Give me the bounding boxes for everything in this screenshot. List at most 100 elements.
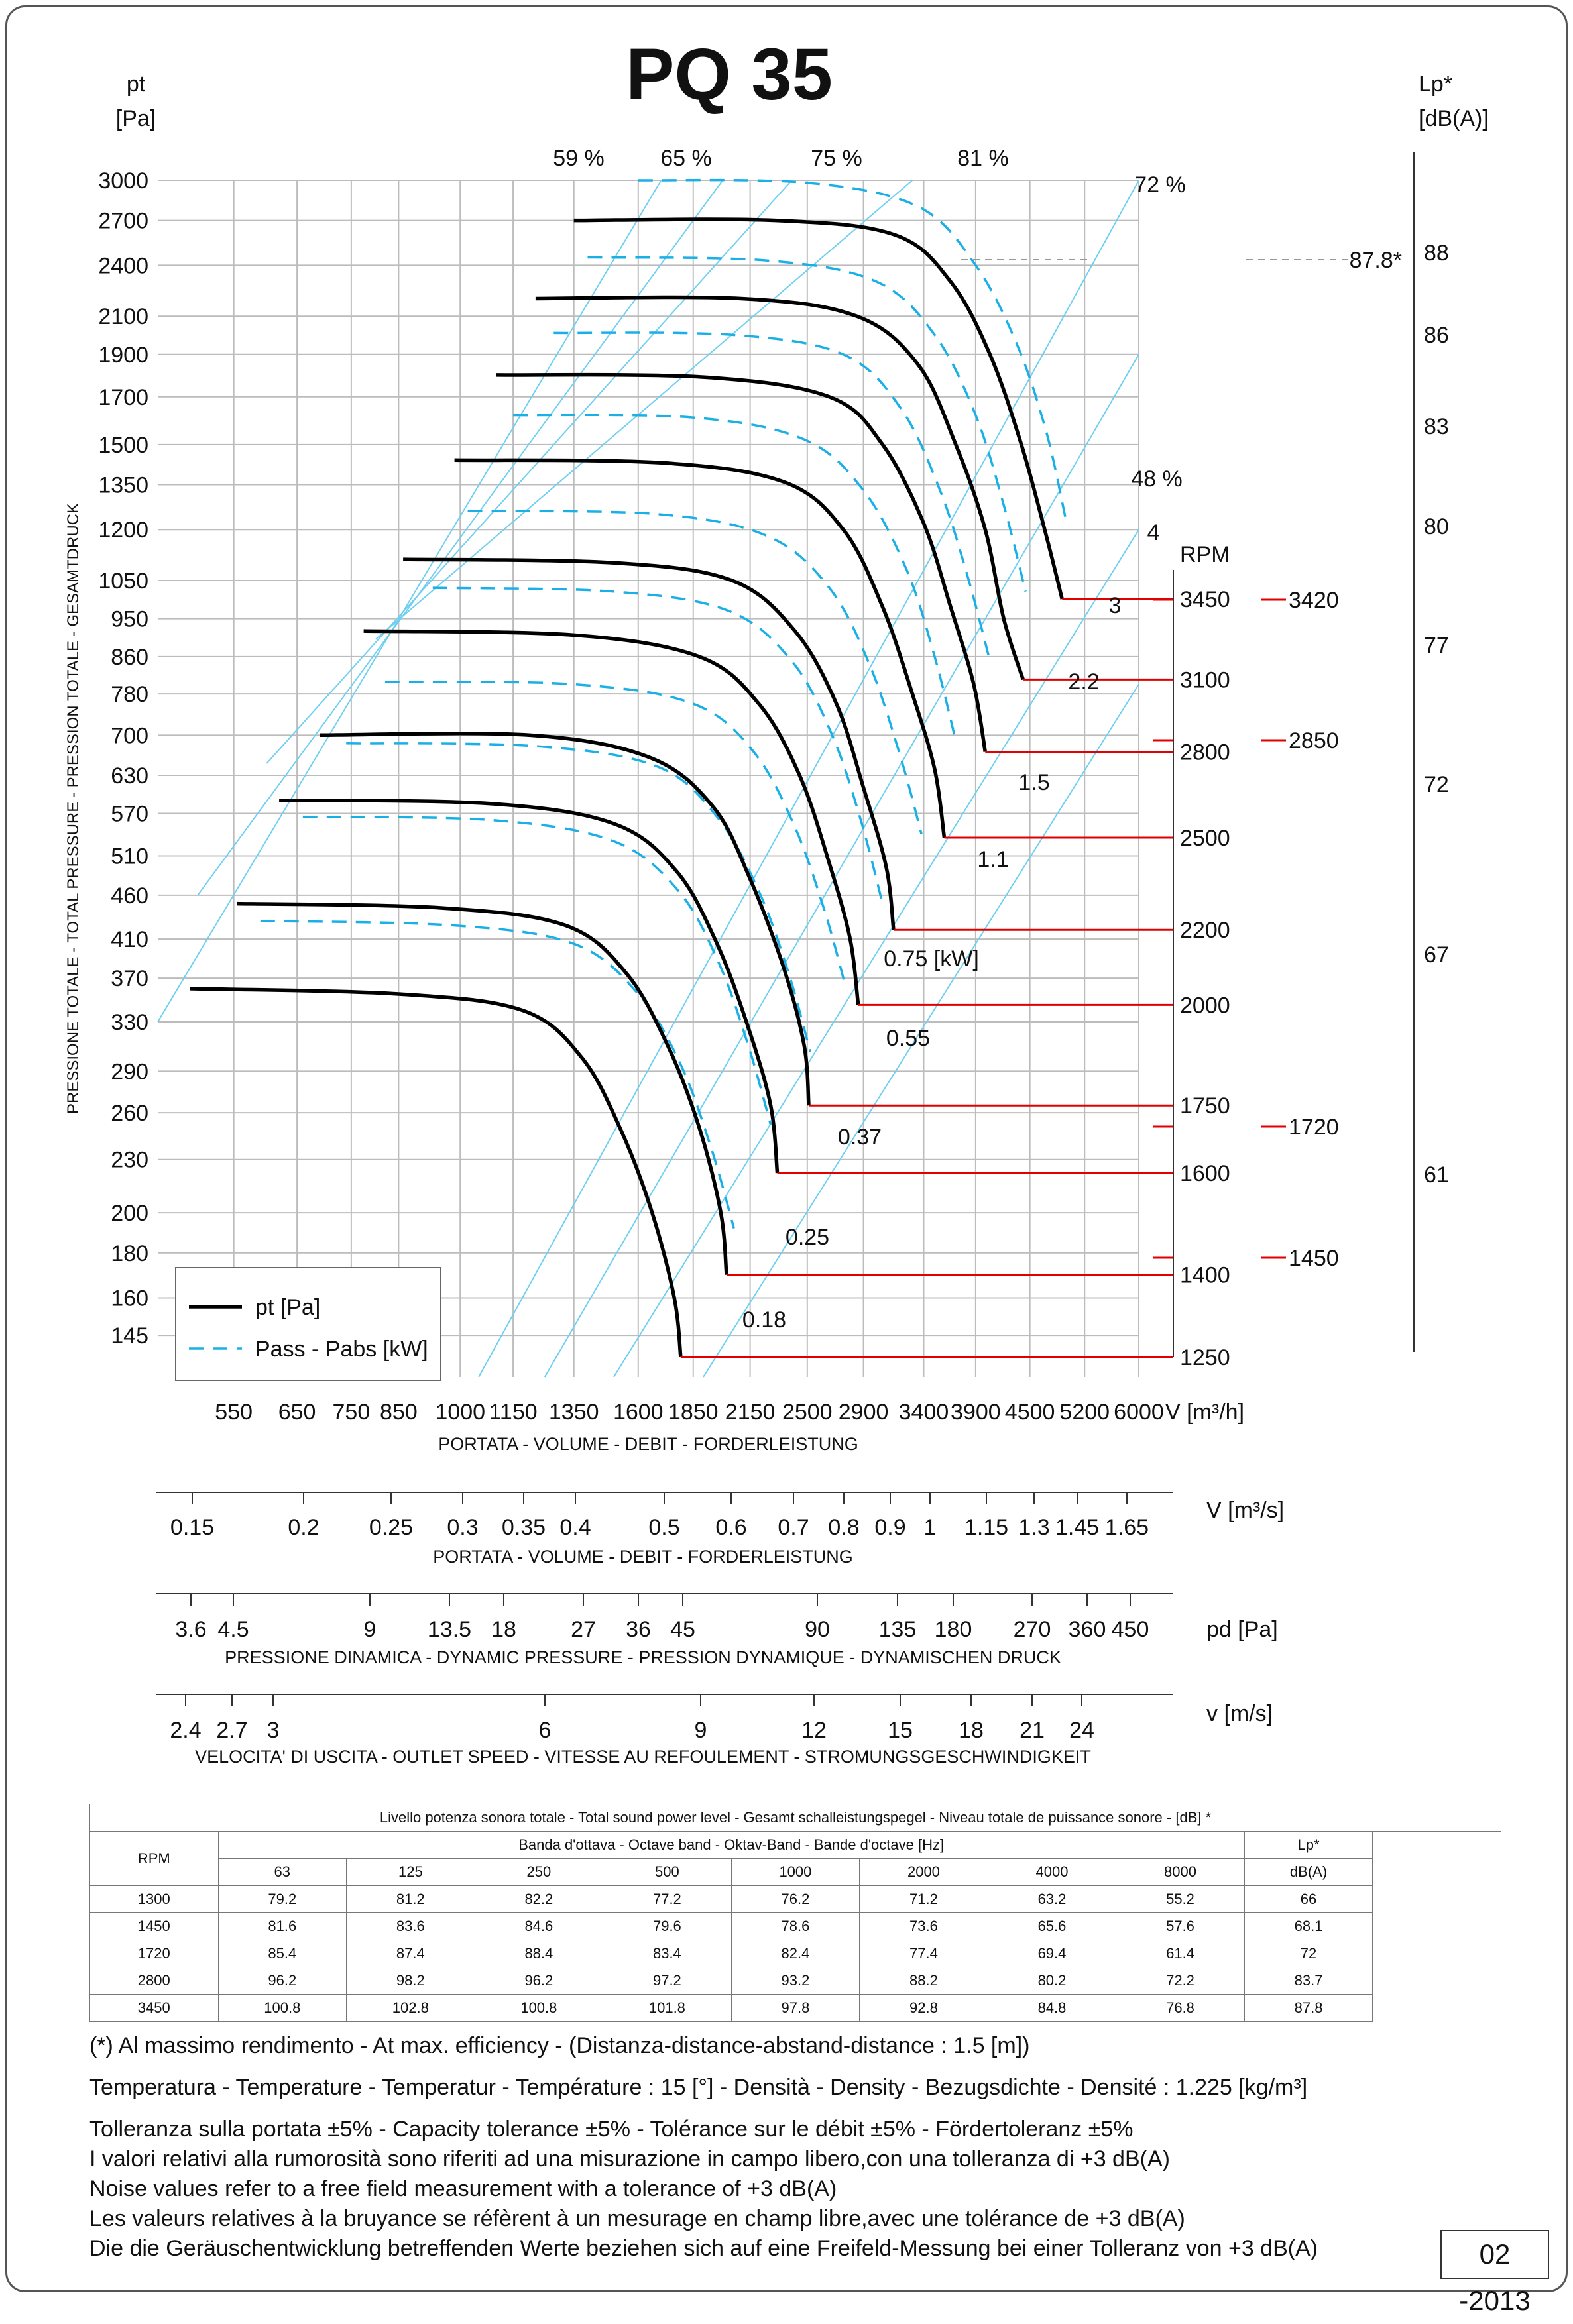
rpm-label: 2800: [1180, 740, 1230, 765]
efficiency-line: [157, 180, 662, 1023]
power-curve-3: [587, 256, 1027, 592]
power-label: 1.1: [977, 847, 1008, 872]
efficiency-label: 48 %: [1131, 467, 1183, 492]
band-header: Banda d'ottava - Octave band - Oktav-Ban…: [217, 1831, 1245, 1859]
pressure-curve-2200: [403, 557, 896, 930]
y-tick-label: 780: [111, 682, 148, 707]
rpm-header: RPM: [1180, 542, 1230, 567]
value-cell: 77.4: [859, 1940, 988, 1967]
y-tick-label: 230: [111, 1148, 148, 1173]
sound-power-table-wrap: Livello potenza sonora totale - Total so…: [89, 1804, 1501, 2022]
rpm-cell: 1720: [89, 1940, 219, 1967]
rpm-label: 3450: [1180, 587, 1230, 612]
x-tick-label: 1350: [549, 1400, 599, 1425]
value-cell: 83.6: [346, 1912, 475, 1940]
efficiency-line: [266, 180, 793, 764]
efficiency-label: 81 %: [957, 146, 1009, 171]
pdyn-unit: pd [Pa]: [1206, 1617, 1278, 1642]
value-cell: 93.2: [730, 1967, 860, 1995]
x-unit-label: V [m³/h]: [1165, 1400, 1244, 1425]
table-row: 1450 81.6 83.6 84.6 79.6 78.6 73.6 65.6 57.6 68.1: [89, 1912, 1501, 1940]
efficiency-label: 75 %: [811, 146, 862, 171]
y-tick-label: 370: [111, 966, 148, 991]
y-tick-label: 630: [111, 763, 148, 789]
flow-caption: PORTATA - VOLUME - DEBIT - FORDERLEISTUN…: [433, 1547, 853, 1567]
band-2000: 2000: [859, 1858, 988, 1886]
y-tick-label: 1700: [98, 385, 148, 410]
value-cell: 66: [1244, 1885, 1373, 1913]
pressure-curve-2000: [363, 629, 860, 1005]
y-tick-label: 860: [111, 645, 148, 670]
value-cell: 96.2: [474, 1967, 604, 1995]
value-cell: 76.2: [730, 1885, 860, 1913]
rpm-label: 1400: [1180, 1263, 1230, 1288]
efficiency-line: [544, 354, 1139, 1378]
y-tick-label: 2100: [98, 304, 148, 329]
band-8000: 8000: [1116, 1858, 1245, 1886]
pdyn-tick-label: 9: [364, 1617, 377, 1642]
note-line: Noise values refer to a free field measu…: [89, 2176, 837, 2201]
x-tick-label: 3900: [951, 1400, 1001, 1425]
y-tick-label: 2400: [98, 253, 148, 278]
y-tick-label: 950: [111, 607, 148, 632]
power-label: 0.25: [786, 1225, 829, 1250]
rpm-cell: 3450: [89, 1994, 219, 2022]
speed-tick-label: 24: [1069, 1718, 1094, 1743]
table-row: 3450 100.8 102.8 100.8 101.8 97.8 92.8 84.8 76.8…: [89, 1994, 1501, 2022]
power-label: 0.75 [kW]: [884, 946, 979, 971]
value-cell: 98.2: [346, 1967, 475, 1995]
speed-tick-label: 6: [539, 1718, 552, 1743]
flow-tick-label: 0.6: [715, 1515, 746, 1540]
lp-scale-label: 67: [1424, 942, 1449, 968]
flow-tick-label: 0.15: [170, 1515, 214, 1540]
speed-tick-label: 9: [695, 1718, 707, 1743]
value-cell: 102.8: [346, 1994, 475, 2022]
flow-tick-label: 0.5: [648, 1515, 679, 1540]
speed-tick-label: 18: [959, 1718, 984, 1743]
band-500: 500: [603, 1858, 732, 1886]
flow-tick-label: 0.2: [288, 1515, 319, 1540]
flow-tick-label: 0.7: [778, 1515, 809, 1540]
y-tick-label: 260: [111, 1101, 148, 1126]
speed-caption: VELOCITA' DI USCITA - OUTLET SPEED - VIT…: [195, 1747, 1091, 1767]
value-cell: 72: [1244, 1940, 1373, 1967]
pdyn-tick-label: 180: [935, 1617, 972, 1642]
rpm-side-label: 1720: [1289, 1115, 1339, 1140]
value-cell: 72.2: [1116, 1967, 1245, 1995]
value-cell: 82.4: [730, 1940, 860, 1967]
lp-scale-label: 61: [1424, 1162, 1449, 1188]
x-tick-label: 650: [278, 1400, 316, 1425]
value-cell: 87.8: [1244, 1994, 1373, 2022]
value-cell: 81.6: [217, 1912, 347, 1940]
band-1000: 1000: [730, 1858, 860, 1886]
flow-tick-label: 0.4: [559, 1515, 591, 1540]
power-curve-0.25: [302, 815, 772, 1125]
value-cell: 80.2: [987, 1967, 1117, 1995]
y-tick-label: 145: [111, 1323, 148, 1349]
pressure-curve-1400: [237, 901, 728, 1275]
y-tick-label: 2700: [98, 209, 148, 234]
power-label: 4: [1147, 520, 1160, 545]
rpm-cell: 1300: [89, 1885, 219, 1913]
value-cell: 88.4: [474, 1940, 604, 1967]
rpm-label: 1250: [1180, 1345, 1230, 1370]
value-cell: 73.6: [859, 1912, 988, 1940]
note-line: Temperatura - Temperature - Temperatur -…: [89, 2075, 1308, 2100]
pdyn-tick-label: 360: [1069, 1617, 1106, 1642]
chart-title: PQ 35: [626, 34, 833, 115]
lp-marker-label: 87.8*: [1350, 248, 1402, 273]
lp-header: Lp*: [1244, 1831, 1373, 1859]
pressure-curve-2800: [496, 372, 988, 752]
rpm-label: 2200: [1180, 918, 1230, 943]
value-cell: 83.7: [1244, 1967, 1373, 1995]
x-tick-label: 1150: [489, 1400, 538, 1425]
y-tick-label: 180: [111, 1241, 148, 1266]
efficiency-label: 65 %: [660, 146, 712, 171]
flow-tick-label: 1.15: [964, 1515, 1008, 1540]
rpm-label: 3100: [1180, 667, 1230, 692]
flow-tick-label: 0.3: [447, 1515, 478, 1540]
sound-power-table: Livello potenza sonora totale - Total so…: [89, 1804, 1501, 2022]
x-tick-label: 2500: [782, 1400, 833, 1425]
x-tick-label: 550: [215, 1400, 253, 1425]
y-tick-label: 1350: [98, 472, 148, 498]
